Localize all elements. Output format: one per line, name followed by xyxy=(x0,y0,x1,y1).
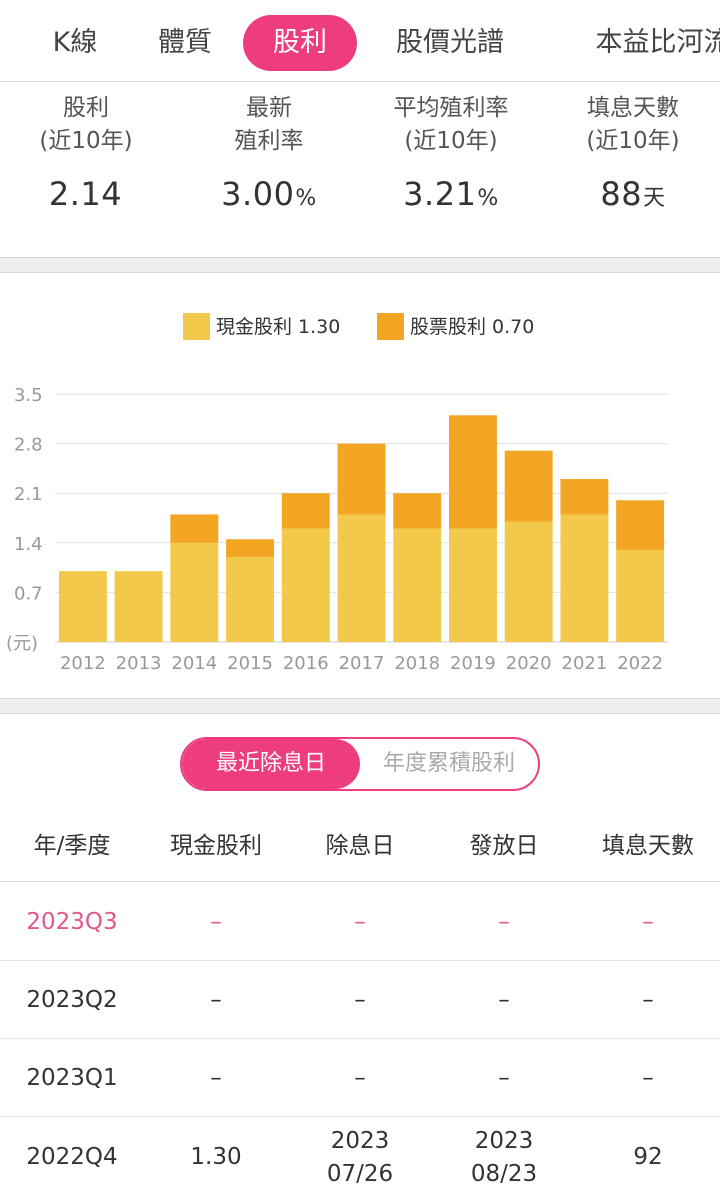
cell-fill-days: – xyxy=(642,986,654,1013)
bar-stock-dividend xyxy=(448,415,497,529)
stat-label: 平均殖利率 (近10年) xyxy=(393,95,509,154)
cell-cash-dividend: – xyxy=(210,1064,222,1091)
bar-cash-dividend xyxy=(560,514,609,642)
y-tick-label: 1.4 xyxy=(14,534,43,555)
stat-fill-days: 填息天數 (近10年) 88天 xyxy=(543,92,720,213)
legend-cash-dividend[interactable]: 現金股利 1.30 xyxy=(183,312,340,342)
y-tick-label: 2.8 xyxy=(14,435,43,456)
stat-average-yield: 平均殖利率 (近10年) 3.21% xyxy=(361,92,541,213)
stat-value: 3.21% xyxy=(403,175,499,213)
x-tick-label: 2020 xyxy=(506,653,552,674)
tab-dividend[interactable]: 股利 xyxy=(243,15,357,71)
bar-stock-dividend xyxy=(226,539,275,557)
section-divider xyxy=(0,257,720,273)
bar-stock-dividend xyxy=(616,500,665,550)
table-row[interactable]: 2023Q1 – – – – xyxy=(0,1039,720,1117)
table-row[interactable]: 2023Q2 – – – – xyxy=(0,961,720,1039)
col-fill-days: 填息天數 xyxy=(602,833,694,859)
cell-period: 2023Q3 xyxy=(26,908,118,935)
cell-cash-dividend: – xyxy=(210,908,222,935)
cell-payment-date: – xyxy=(498,1064,510,1091)
cell-period: 2023Q1 xyxy=(26,1064,118,1091)
cell-cash-dividend: – xyxy=(210,986,222,1013)
bar-cash-dividend xyxy=(504,521,553,642)
col-cash-dividend: 現金股利 xyxy=(170,833,262,859)
x-tick-label: 2012 xyxy=(60,653,106,674)
x-tick-label: 2022 xyxy=(617,653,663,674)
bar-stock-dividend xyxy=(504,450,553,522)
bar-stock-dividend xyxy=(560,479,609,515)
x-tick-label: 2016 xyxy=(283,653,329,674)
bar-cash-dividend xyxy=(170,542,219,642)
x-tick-label: 2015 xyxy=(227,653,273,674)
tab-kline[interactable]: K線 xyxy=(52,27,98,58)
y-axis-unit-label: (元) xyxy=(6,633,38,654)
table-row[interactable]: 2022Q4 1.30 2023 07/26 2023 08/23 92 xyxy=(0,1117,720,1198)
bar-cash-dividend xyxy=(448,528,497,642)
cell-ex-dividend-date: – xyxy=(354,986,366,1013)
cell-fill-days: – xyxy=(642,908,654,935)
dividend-bar-chart: 2012 2013 2014 2015 2016 2017 2018 2019 2020 2021… xyxy=(6,385,668,674)
bar-cash-dividend xyxy=(58,571,107,642)
stat-value: 2.14 xyxy=(48,175,123,213)
legend-stock-dividend[interactable]: 股票股利 0.70 xyxy=(377,312,534,342)
cell-period: 2023Q2 xyxy=(26,986,118,1013)
bar-cash-dividend xyxy=(337,514,386,642)
legend-swatch xyxy=(377,312,404,340)
stat-latest-yield: 最新 殖利率 3.00% xyxy=(179,92,359,213)
toggle-annual-cumulative[interactable]: 年度累積股利 xyxy=(382,751,515,776)
bar-stock-dividend xyxy=(393,493,442,529)
x-tick-label: 2018 xyxy=(394,653,440,674)
x-tick-label: 2019 xyxy=(450,653,496,674)
bar-cash-dividend xyxy=(616,549,665,642)
table-header: 年/季度 現金股利 除息日 發放日 填息天數 xyxy=(0,810,720,882)
x-tick-label: 2017 xyxy=(339,653,385,674)
toggle-recent-ex-dividend[interactable]: 最近除息日 xyxy=(182,739,360,789)
cell-fill-days: 92 xyxy=(633,1144,663,1170)
tab-bar: K線 體質 股利 股價光譜 本益比河流 xyxy=(0,0,720,82)
x-tick-label: 2014 xyxy=(171,653,217,674)
cell-payment-date: – xyxy=(498,986,510,1013)
section-divider xyxy=(0,698,720,714)
col-payment-date: 發放日 xyxy=(469,833,539,859)
legend-swatch xyxy=(183,312,210,340)
bar-cash-dividend xyxy=(393,528,442,642)
bar-stock-dividend xyxy=(281,493,330,529)
cell-cash-dividend: 1.30 xyxy=(190,1144,242,1170)
stat-value: 3.00% xyxy=(221,175,317,213)
bar-cash-dividend xyxy=(281,528,330,642)
tab-price-spectrum[interactable]: 股價光譜 xyxy=(396,27,504,58)
stat-value: 88天 xyxy=(600,175,666,213)
x-tick-label: 2013 xyxy=(116,653,162,674)
bar-stock-dividend xyxy=(170,514,219,543)
bar-cash-dividend xyxy=(114,571,163,642)
cell-fill-days: – xyxy=(642,1064,654,1091)
stat-label: 填息天數 (近10年) xyxy=(586,95,680,154)
bar-cash-dividend xyxy=(226,556,275,642)
table-row[interactable]: 2023Q3 – – – – xyxy=(0,883,720,961)
y-tick-label: 0.7 xyxy=(14,583,43,604)
col-ex-dividend-date: 除息日 xyxy=(325,833,395,859)
tab-pe-river[interactable]: 本益比河流 xyxy=(595,27,720,58)
cell-ex-dividend-date: – xyxy=(354,908,366,935)
y-tick-label: 2.1 xyxy=(14,484,43,505)
cell-payment-date: – xyxy=(498,908,510,935)
col-period: 年/季度 xyxy=(33,833,111,859)
stat-label: 最新 殖利率 xyxy=(234,95,304,154)
cell-ex-dividend-date: – xyxy=(354,1064,366,1091)
tab-fundamentals[interactable]: 體質 xyxy=(158,27,212,58)
cell-ex-dividend-date: 2023 07/26 xyxy=(326,1127,394,1187)
cell-period: 2022Q4 xyxy=(26,1144,118,1170)
bar-stock-dividend xyxy=(337,443,386,515)
x-tick-label: 2021 xyxy=(562,653,608,674)
stat-dividend-10y: 股利 (近10年) 2.14 xyxy=(0,92,176,213)
cell-payment-date: 2023 08/23 xyxy=(470,1127,538,1187)
dividend-view-toggle: 最近除息日 年度累積股利 xyxy=(180,737,540,791)
stat-label: 股利 (近10年) xyxy=(39,95,133,154)
y-tick-label: 3.5 xyxy=(14,385,43,406)
